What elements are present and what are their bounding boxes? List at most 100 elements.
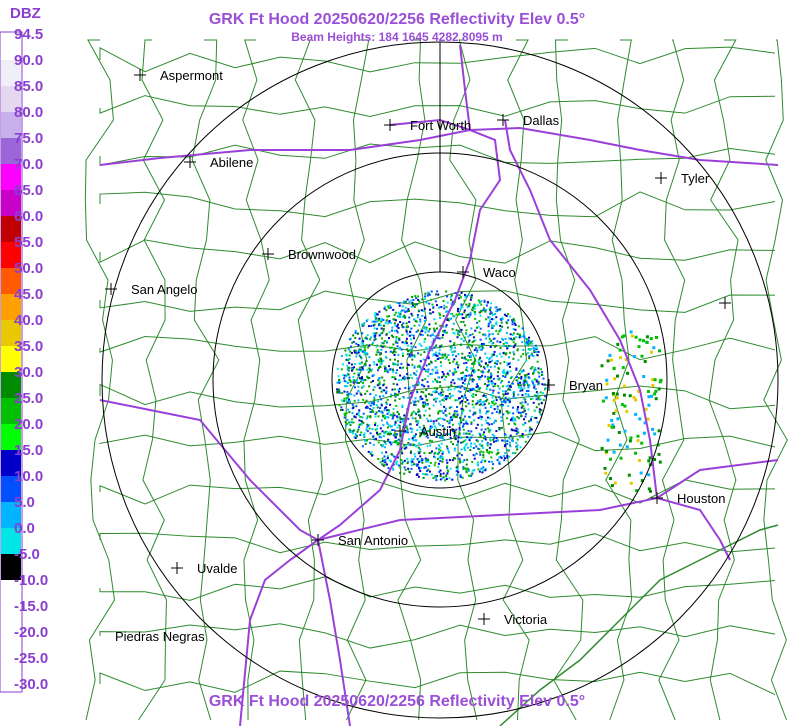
echo-pixel bbox=[501, 379, 504, 382]
echo-pixel bbox=[529, 427, 532, 430]
echo-pixel bbox=[397, 388, 400, 391]
echo-pixel bbox=[454, 346, 457, 349]
echo-pixel bbox=[468, 294, 471, 297]
echo-pixel bbox=[450, 303, 453, 306]
county-line bbox=[84, 39, 116, 721]
city-cross bbox=[262, 248, 274, 260]
echo-pixel bbox=[438, 393, 441, 396]
echo-pixel bbox=[448, 422, 451, 425]
echo-pixel bbox=[478, 364, 481, 366]
echo-pixel bbox=[411, 377, 413, 380]
echo-pixel bbox=[484, 352, 487, 355]
echo-pixel bbox=[373, 398, 376, 401]
echo-pixel bbox=[431, 450, 433, 453]
echo-pixel bbox=[482, 333, 485, 336]
echo-pixel bbox=[341, 363, 344, 366]
echo-pixel bbox=[527, 339, 530, 342]
echo-pixel bbox=[480, 309, 482, 312]
echo-pixel bbox=[410, 414, 413, 417]
echo-pixel bbox=[338, 378, 341, 381]
city-label: Brownwood bbox=[288, 247, 356, 262]
echo-pixel bbox=[357, 411, 360, 414]
echo-pixel bbox=[470, 422, 473, 425]
echo-pixel bbox=[382, 384, 385, 387]
echo-pixel bbox=[606, 438, 610, 442]
echo-pixel bbox=[498, 377, 501, 380]
echo-pixel bbox=[510, 417, 513, 420]
echo-pixel bbox=[396, 302, 399, 304]
echo-pixel bbox=[464, 449, 466, 451]
echo-pixel bbox=[359, 366, 362, 369]
echo-pixel bbox=[355, 392, 358, 395]
echo-pixel bbox=[451, 423, 454, 426]
echo-pixel bbox=[517, 428, 519, 431]
echo-pixel bbox=[517, 406, 519, 408]
echo-pixel bbox=[471, 400, 474, 403]
echo-pixel bbox=[625, 409, 629, 413]
echo-pixel bbox=[357, 385, 360, 388]
echo-pixel bbox=[370, 325, 373, 327]
echo-pixel bbox=[467, 305, 470, 307]
echo-pixel bbox=[504, 373, 507, 376]
echo-pixel bbox=[363, 435, 366, 437]
echo-pixel bbox=[472, 388, 475, 390]
echo-pixel bbox=[378, 395, 381, 398]
echo-pixel bbox=[460, 395, 463, 398]
echo-pixel bbox=[521, 404, 524, 407]
echo-pixel bbox=[488, 383, 490, 386]
echo-pixel bbox=[409, 402, 412, 405]
echo-pixel bbox=[503, 345, 506, 347]
echo-pixel bbox=[649, 337, 653, 341]
highways bbox=[99, 44, 779, 726]
echo-pixel bbox=[541, 383, 544, 386]
echo-pixel bbox=[384, 430, 387, 433]
echo-pixel bbox=[380, 344, 383, 347]
echo-pixel bbox=[612, 450, 616, 454]
echo-pixel bbox=[442, 314, 445, 317]
echo-pixel bbox=[377, 367, 380, 369]
echo-pixel bbox=[507, 384, 510, 387]
echo-pixel bbox=[433, 330, 436, 333]
echo-pixel bbox=[391, 329, 393, 332]
echo-pixel bbox=[389, 346, 392, 349]
echo-pixel bbox=[482, 447, 484, 449]
echo-pixel bbox=[460, 303, 463, 306]
echo-pixel bbox=[479, 433, 482, 436]
echo-pixel bbox=[403, 472, 406, 475]
echo-pixel bbox=[457, 353, 460, 356]
echo-pixel bbox=[456, 454, 459, 457]
echo-pixel bbox=[427, 368, 430, 371]
echo-pixel bbox=[395, 340, 398, 343]
echo-pixel bbox=[440, 435, 443, 438]
echo-pixel bbox=[352, 381, 355, 384]
echo-pixel bbox=[414, 455, 417, 458]
echo-pixel bbox=[496, 405, 499, 408]
echo-pixel bbox=[404, 468, 407, 471]
echo-pixel bbox=[453, 415, 456, 417]
echo-pixel bbox=[612, 398, 616, 402]
echo-pixel bbox=[351, 403, 354, 406]
echo-pixel bbox=[504, 397, 507, 400]
echo-pixel bbox=[436, 432, 438, 435]
echo-pixel bbox=[498, 330, 501, 333]
echo-pixel bbox=[503, 459, 506, 462]
echo-pixel bbox=[488, 402, 490, 405]
echo-pixel bbox=[420, 390, 423, 393]
echo-pixel bbox=[489, 312, 492, 315]
echo-pixel bbox=[400, 367, 403, 370]
echo-pixel bbox=[523, 335, 526, 338]
echo-pixel bbox=[394, 358, 396, 361]
echo-pixel bbox=[394, 394, 396, 397]
echo-pixel bbox=[528, 355, 531, 358]
echo-pixel bbox=[393, 314, 396, 317]
echo-pixel bbox=[444, 353, 447, 356]
echo-pixel bbox=[501, 318, 504, 320]
echo-pixel bbox=[470, 421, 473, 424]
echo-pixel bbox=[532, 383, 535, 386]
echo-pixel bbox=[436, 434, 439, 436]
echo-pixel bbox=[499, 455, 502, 458]
echo-pixel bbox=[475, 427, 478, 430]
echo-pixel bbox=[345, 397, 348, 400]
echo-pixel bbox=[347, 366, 350, 369]
echo-pixel bbox=[435, 366, 438, 369]
